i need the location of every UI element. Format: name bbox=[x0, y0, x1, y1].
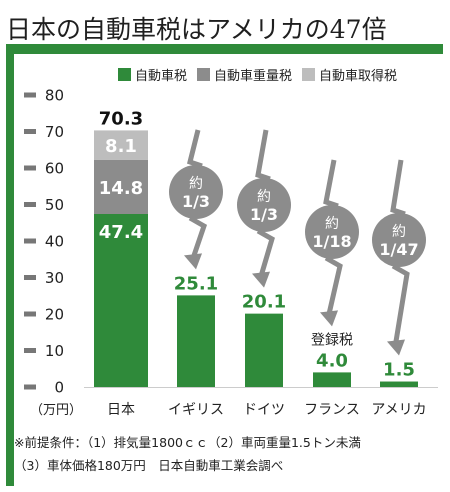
bar-note: 登録税 bbox=[311, 332, 353, 348]
x-tick-label: ドイツ bbox=[243, 402, 285, 418]
ratio-arrow bbox=[255, 129, 271, 182]
y-tick-label: 30 bbox=[45, 269, 64, 287]
title-underline bbox=[6, 44, 443, 54]
y-tick-label: 40 bbox=[45, 233, 64, 251]
bar-vehicle-tax bbox=[177, 295, 215, 387]
legend-item-weight-tax: 自動車重量税 bbox=[197, 65, 292, 84]
ratio-arrow bbox=[323, 159, 339, 209]
y-tick-mark bbox=[24, 165, 36, 171]
y-tick-label: 10 bbox=[45, 342, 64, 360]
y-tick-mark bbox=[24, 384, 36, 390]
y-tick-mark bbox=[24, 238, 36, 244]
ratio-badge-value: 1/18 bbox=[312, 232, 351, 251]
bar-weight-tax bbox=[94, 159, 148, 214]
y-tick-mark bbox=[24, 129, 36, 134]
data-label: 1.5 bbox=[383, 360, 415, 381]
ratio-arrow bbox=[390, 159, 406, 217]
ratio-badge-value: 1/3 bbox=[182, 192, 210, 211]
ratio-badge-value: 1/3 bbox=[250, 205, 278, 224]
y-unit-label: （万円） bbox=[30, 403, 82, 418]
bar-vehicle-tax bbox=[313, 372, 351, 387]
y-tick-label: 80 bbox=[45, 87, 64, 105]
x-tick-label: アメリカ bbox=[371, 402, 426, 418]
x-tick-label: イギリス bbox=[168, 402, 224, 418]
bar-vehicle-tax bbox=[245, 313, 283, 387]
legend-label-acquisition-tax: 自動車取得税 bbox=[319, 68, 398, 84]
ratio-badge bbox=[237, 178, 291, 232]
legend-swatch-vehicle-tax bbox=[118, 67, 131, 81]
frame-side-border bbox=[6, 44, 14, 486]
legend-item-vehicle-tax: 自動車税 bbox=[118, 65, 187, 84]
legend-swatch-acquisition-tax bbox=[302, 67, 316, 81]
legend-label-weight-tax: 自動車重量税 bbox=[214, 68, 293, 84]
ratio-arrow-head bbox=[387, 339, 405, 356]
bar-vehicle-tax bbox=[380, 381, 418, 387]
bar-acquisition-tax bbox=[94, 130, 148, 160]
ratio-badge-prefix: 約 bbox=[325, 216, 339, 232]
legend-label-vehicle-tax: 自動車税 bbox=[135, 68, 188, 84]
data-label: 20.1 bbox=[242, 292, 286, 313]
y-tick-mark bbox=[24, 311, 36, 317]
ratio-badge-prefix: 約 bbox=[189, 176, 203, 192]
y-tick-mark bbox=[24, 202, 36, 207]
chart-title: 日本の自動車税はアメリカの47倍 bbox=[6, 15, 387, 44]
data-label: 4.0 bbox=[316, 350, 348, 371]
ratio-badge-value: 1/47 bbox=[379, 240, 418, 259]
footnote-line-1: ※前提条件：（1）排気量1800ｃｃ（2）車両重量1.5トン未満 bbox=[14, 435, 361, 450]
footnote-line-2: （3）車体価格180万円 日本自動車工業会調べ bbox=[14, 458, 284, 473]
legend-item-acquisition-tax: 自動車取得税 bbox=[302, 65, 397, 84]
data-label: 8.1 bbox=[105, 136, 137, 157]
ratio-arrow-head bbox=[184, 253, 202, 270]
ratio-arrow bbox=[188, 215, 208, 263]
ratio-arrow-head bbox=[252, 271, 270, 288]
bar-vehicle-tax bbox=[94, 213, 148, 387]
ratio-arrow bbox=[256, 228, 275, 281]
y-tick-label: 50 bbox=[45, 196, 64, 214]
x-tick-label: フランス bbox=[304, 402, 360, 418]
ratio-arrow bbox=[187, 129, 203, 169]
ratio-badge-prefix: 約 bbox=[392, 224, 406, 240]
legend: 自動車税 自動車重量税 自動車取得税 bbox=[118, 64, 397, 84]
ratio-badge bbox=[169, 165, 223, 219]
data-label: 47.4 bbox=[99, 222, 143, 243]
y-tick-label: 20 bbox=[45, 306, 64, 324]
total-label: 70.3 bbox=[99, 108, 143, 129]
y-tick-mark bbox=[24, 348, 36, 353]
ratio-badge bbox=[305, 205, 359, 259]
x-tick-label: 日本 bbox=[107, 402, 135, 418]
y-tick-mark bbox=[24, 92, 36, 98]
y-tick-label: 70 bbox=[45, 123, 64, 141]
y-tick-label: 0 bbox=[54, 379, 64, 397]
legend-swatch-weight-tax bbox=[197, 67, 211, 81]
ratio-arrow bbox=[324, 255, 343, 319]
data-label: 14.8 bbox=[99, 178, 143, 199]
y-tick-label: 60 bbox=[45, 160, 64, 178]
y-tick-mark bbox=[24, 275, 36, 280]
ratio-badge-prefix: 約 bbox=[257, 189, 271, 205]
ratio-arrow-head bbox=[320, 310, 338, 327]
ratio-arrow bbox=[391, 263, 410, 348]
ratio-badge bbox=[372, 213, 426, 267]
data-label: 25.1 bbox=[174, 273, 218, 294]
